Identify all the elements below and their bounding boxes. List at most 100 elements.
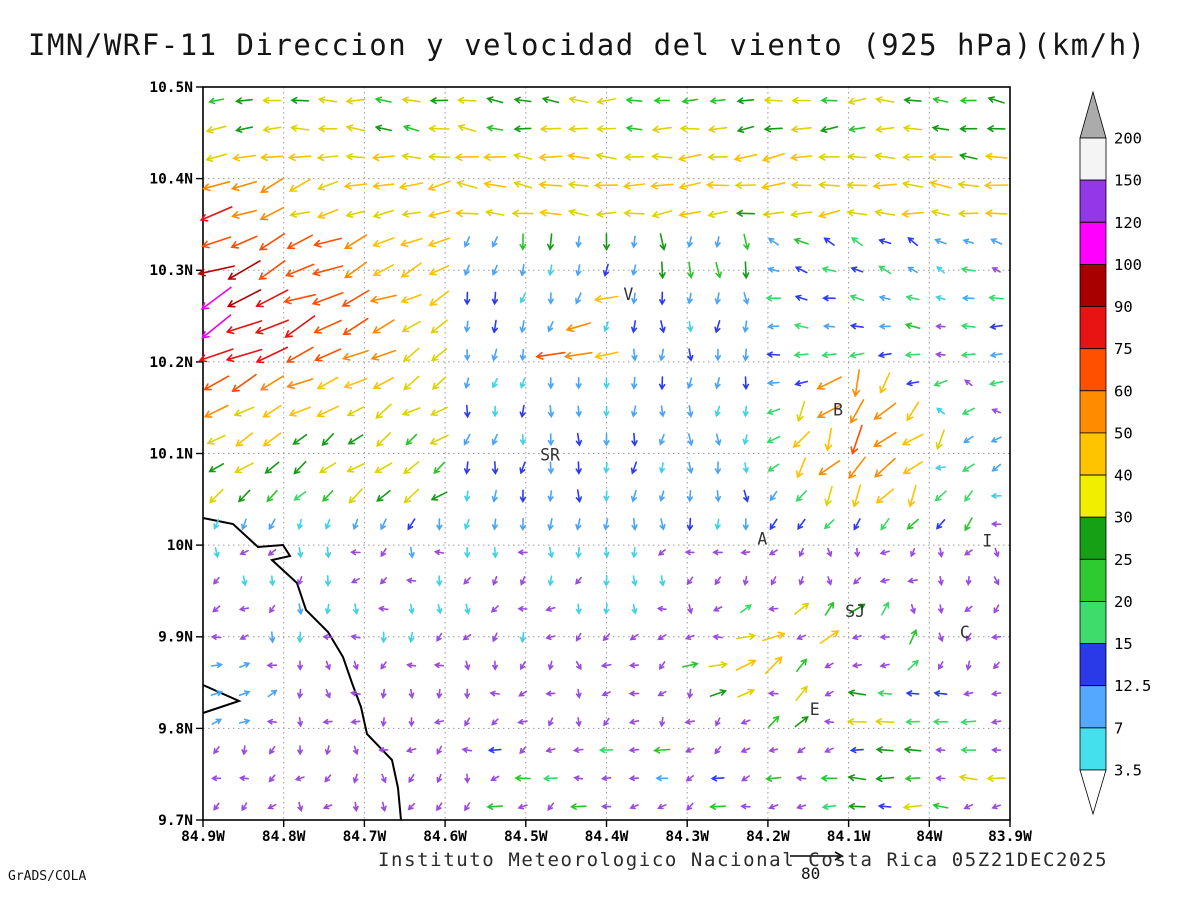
wind-arrow — [431, 376, 447, 390]
wind-arrow — [401, 210, 421, 218]
wind-arrow — [350, 549, 361, 556]
wind-arrow — [464, 349, 471, 362]
wind-arrow — [851, 484, 862, 508]
wind-arrow — [352, 773, 359, 784]
wind-arrow — [380, 631, 387, 644]
y-axis-labels: 10.5N 10.4N 10.3N 10.2N 10.1N 10N 9.9N 9.8N 9.7N — [149, 80, 193, 829]
wind-arrow — [230, 235, 258, 249]
wind-arrow — [350, 718, 361, 725]
wind-arrow — [464, 320, 471, 333]
wind-arrow — [286, 234, 313, 250]
wind-arrow — [519, 404, 526, 419]
wind-arrow — [381, 773, 387, 784]
wind-arrow — [960, 746, 977, 754]
wind-arrow — [651, 210, 673, 219]
wind-arrow — [764, 656, 783, 675]
wind-arrow — [659, 518, 666, 531]
wind-arrow — [849, 323, 864, 330]
wind-arrow — [206, 434, 226, 445]
colorbar-label: 30 — [1114, 509, 1133, 527]
wind-arrow — [519, 461, 526, 475]
wind-arrow — [572, 747, 584, 753]
wind-arrow — [239, 662, 251, 668]
wind-arrow — [575, 292, 582, 305]
wind-arrow — [631, 264, 638, 277]
wind-arrow — [768, 715, 780, 728]
wind-arrow — [961, 407, 975, 415]
wind-arrow — [760, 182, 786, 191]
axis-ticks — [196, 86, 1011, 827]
wind-arrow — [519, 348, 526, 362]
wind-arrow — [964, 517, 973, 532]
wind-arrow — [875, 125, 895, 133]
wind-arrow — [231, 373, 257, 393]
wind-arrow — [795, 490, 807, 502]
wind-arrow — [766, 379, 780, 387]
chart-title: IMN/WRF-11 Direccion y velocidad del vie… — [28, 28, 1147, 62]
wind-arrow — [567, 208, 589, 217]
wind-arrow — [433, 549, 445, 556]
wind-arrow — [324, 774, 332, 783]
colorbar-label: 90 — [1114, 298, 1133, 316]
wind-arrow — [709, 689, 727, 697]
wind-arrow — [823, 519, 835, 530]
wind-arrow — [316, 208, 339, 219]
wind-arrow — [875, 775, 895, 783]
wind-arrow — [846, 718, 867, 726]
wind-arrow — [241, 575, 248, 587]
wind-arrow — [743, 489, 750, 503]
wind-arrow — [212, 605, 221, 613]
wind-arrow — [603, 377, 610, 390]
wind-arrow — [796, 457, 807, 479]
wind-arrow — [545, 690, 556, 697]
city-label-SR: SR — [540, 445, 560, 464]
wind-arrow — [317, 96, 338, 104]
wind-arrow — [991, 803, 1001, 810]
wind-arrow — [512, 152, 533, 160]
wind-arrow — [547, 461, 554, 475]
wind-arrow — [823, 718, 835, 725]
wind-arrow — [733, 153, 758, 162]
wind-arrow — [547, 575, 554, 587]
wind-arrow — [430, 348, 448, 362]
wind-arrow — [548, 717, 554, 727]
wind-arrow — [232, 153, 256, 162]
wind-arrow — [820, 774, 838, 782]
colorbar-segment — [1079, 432, 1107, 476]
wind-arrow — [740, 549, 751, 556]
wind-arrow — [492, 546, 499, 559]
colorbar-segment — [1079, 221, 1107, 265]
wind-arrow — [464, 490, 471, 503]
colorbar-label: 75 — [1114, 340, 1133, 358]
wind-arrow — [427, 210, 451, 219]
wind-arrow — [631, 348, 638, 362]
wind-arrow — [904, 775, 921, 782]
wind-arrow — [255, 289, 289, 308]
wind-arrow — [880, 518, 890, 531]
wind-arrow — [906, 518, 919, 530]
wind-arrow — [324, 745, 331, 756]
wind-arrow — [657, 803, 667, 810]
wind-arrow — [960, 718, 977, 726]
wind-arrow — [238, 718, 251, 725]
wind-arrow — [852, 369, 861, 398]
wind-arrow — [847, 153, 867, 161]
wind-arrow — [737, 688, 756, 698]
wind-arrow — [767, 266, 780, 273]
wind-arrow — [957, 181, 980, 189]
wind-arrow — [297, 576, 303, 586]
wind-arrow — [346, 463, 365, 473]
wind-arrow — [907, 577, 918, 584]
wind-arrow — [768, 605, 779, 612]
wind-arrow — [651, 125, 672, 133]
wind-arrow — [297, 688, 303, 700]
wind-arrow — [650, 152, 673, 161]
wind-arrow — [849, 746, 864, 754]
wind-arrow — [464, 404, 471, 419]
svg-text:10.3N: 10.3N — [149, 263, 193, 279]
wind-arrow — [687, 688, 693, 700]
wind-arrow — [710, 775, 725, 782]
wind-arrow — [631, 292, 638, 305]
wind-arrow — [346, 406, 365, 417]
wind-arrow — [765, 294, 782, 302]
